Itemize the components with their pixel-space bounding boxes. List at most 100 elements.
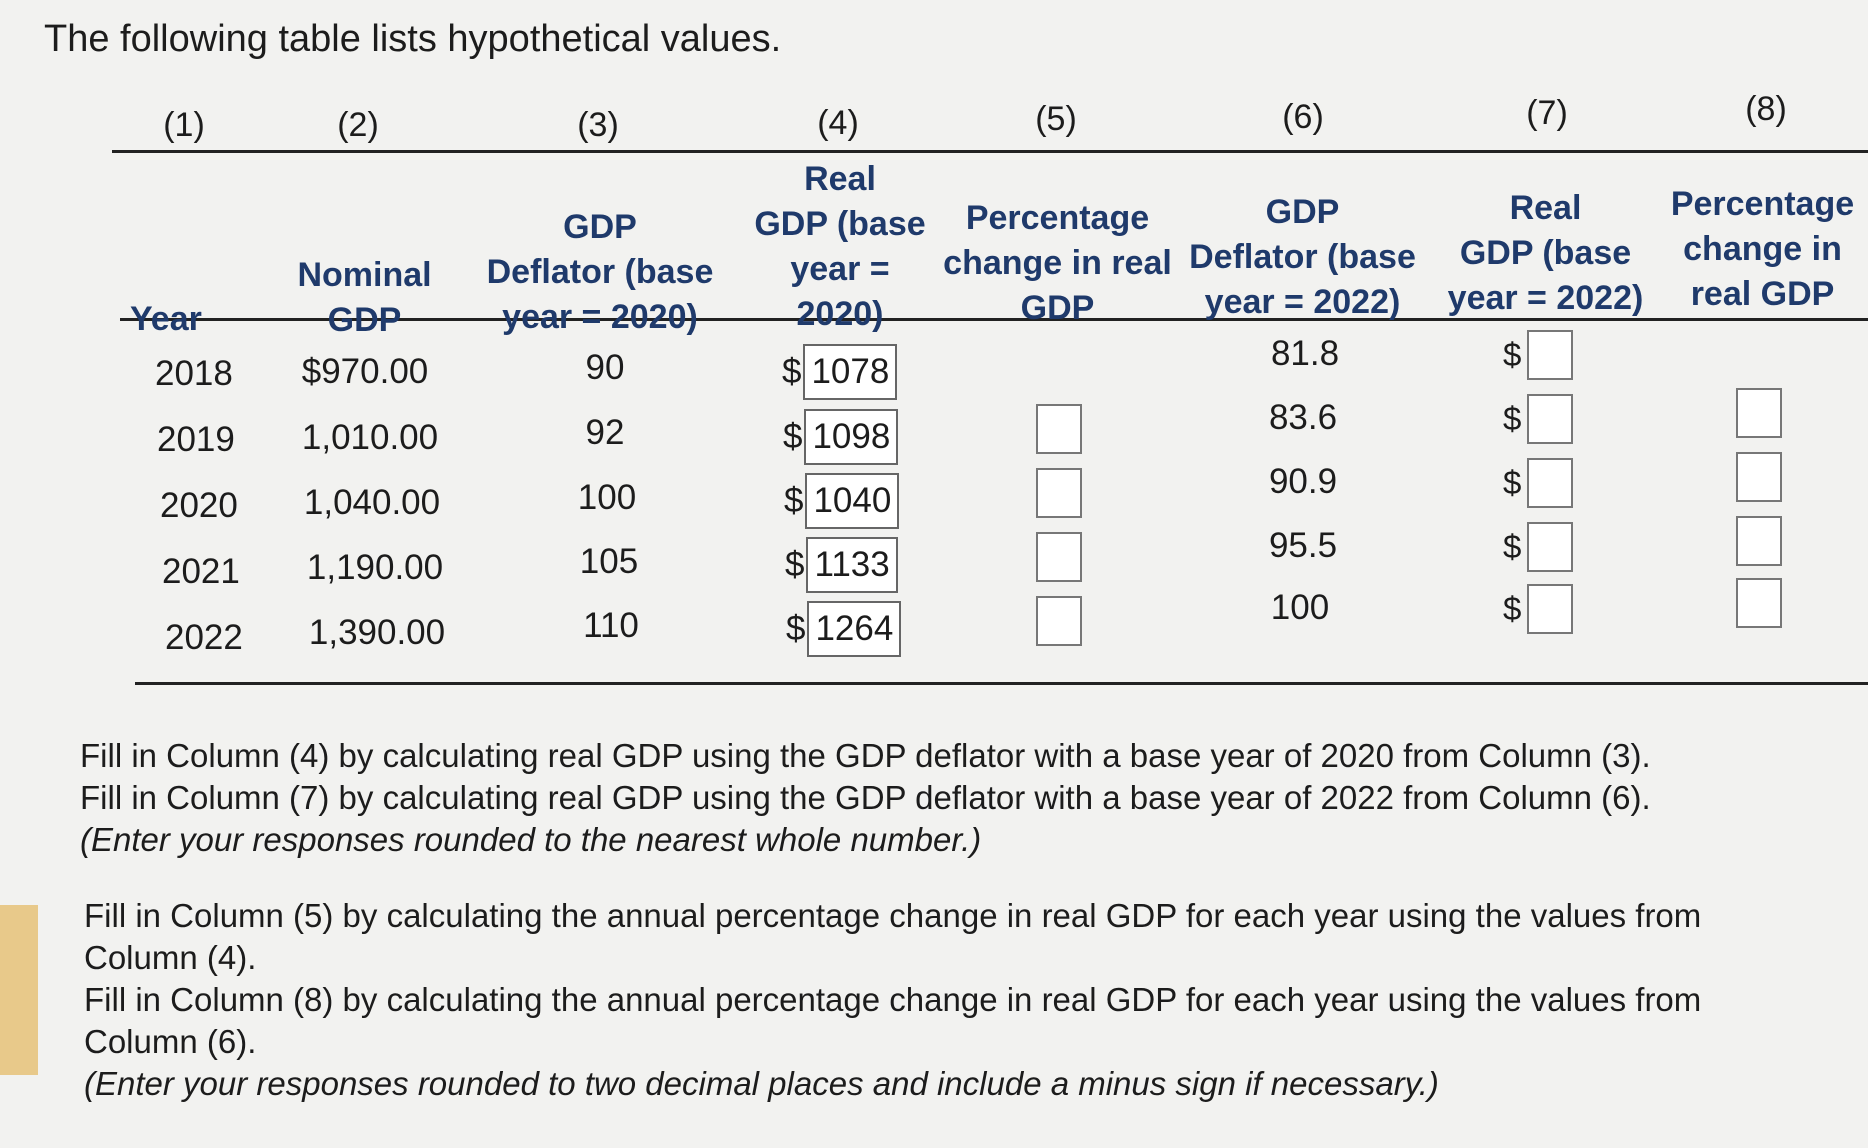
- real-gdp-2020-input[interactable]: 1040: [805, 473, 900, 529]
- header-line: Deflator (base: [1189, 238, 1416, 276]
- header-line: Percentage: [965, 199, 1150, 237]
- table-bottom-rule: [135, 682, 1868, 685]
- real-gdp-2020-field: $ 1040: [784, 473, 900, 529]
- column-number-1: (1): [163, 106, 205, 144]
- pct-change-4-input[interactable]: [1036, 596, 1082, 646]
- header-line: year = 2022): [1204, 283, 1401, 321]
- pct-change-6-input[interactable]: [1736, 516, 1782, 566]
- column-number-6: (6): [1282, 98, 1324, 136]
- table-top-rule: [112, 150, 1868, 153]
- instructions-block-2: Fill in Column (5) by calculating the an…: [84, 895, 1824, 1105]
- currency-symbol: $: [786, 609, 806, 648]
- real-gdp-2020-input[interactable]: 1098: [804, 409, 899, 465]
- instruction-line: Fill in Column (7) by calculating real G…: [80, 779, 1651, 816]
- header-line: GDP (base: [1459, 234, 1632, 272]
- year-cell: 2020: [160, 486, 238, 525]
- header-nominal-gdp: Nominal GDP: [272, 253, 457, 343]
- year-cell: 2019: [157, 420, 235, 459]
- currency-symbol: $: [784, 481, 804, 520]
- nominal-gdp-cell: 1,040.00: [303, 483, 441, 522]
- intro-text: The following table lists hypothetical v…: [44, 18, 782, 60]
- header-pct-change-6: Percentage change in real GDP: [1660, 182, 1865, 317]
- header-pct-change-4: Percentage change in real GDP: [935, 196, 1180, 331]
- real-gdp-2022-input[interactable]: [1527, 458, 1573, 508]
- currency-symbol: $: [785, 545, 805, 584]
- pct-change-4-input[interactable]: [1036, 468, 1082, 518]
- header-real-gdp-2020: Real GDP (base year = 2020): [740, 157, 940, 337]
- real-gdp-2020-input[interactable]: 1078: [803, 344, 898, 400]
- deflator-2020-cell: 100: [577, 478, 637, 517]
- year-cell: 2018: [155, 354, 233, 393]
- header-line: year =: [790, 250, 890, 288]
- deflator-2020-cell: 90: [585, 348, 625, 387]
- pct-change-6-input[interactable]: [1736, 578, 1782, 628]
- instruction-line: Column (6).: [84, 1023, 257, 1060]
- instruction-line: Fill in Column (4) by calculating real G…: [80, 737, 1651, 774]
- pct-change-6-input[interactable]: [1736, 452, 1782, 502]
- instruction-note: (Enter your responses rounded to two dec…: [84, 1065, 1439, 1102]
- real-gdp-2022-input[interactable]: [1527, 522, 1573, 572]
- real-gdp-2022-input[interactable]: [1527, 330, 1573, 380]
- year-cell: 2021: [162, 552, 240, 591]
- header-line: 2020): [796, 295, 884, 333]
- real-gdp-2020-field: $ 1078: [782, 344, 898, 400]
- header-line: GDP: [563, 208, 637, 246]
- header-line: GDP: [327, 301, 402, 339]
- deflator-2020-cell: 92: [585, 413, 625, 452]
- header-deflator-2020: GDP Deflator (base year = 2020): [470, 205, 730, 340]
- currency-symbol: $: [1503, 528, 1522, 565]
- header-line: Percentage: [1670, 185, 1855, 223]
- header-line: year = 2020): [502, 298, 698, 336]
- currency-symbol: $: [782, 352, 802, 391]
- instruction-line: Fill in Column (8) by calculating the an…: [84, 981, 1702, 1018]
- nominal-gdp-cell: 1,390.00: [308, 613, 446, 652]
- nominal-gdp-cell: 1,190.00: [306, 548, 444, 587]
- pct-change-4-input[interactable]: [1036, 404, 1082, 454]
- header-line: GDP: [1265, 193, 1340, 231]
- deflator-2020-cell: 110: [583, 606, 639, 645]
- deflator-2022-cell: 95.5: [1268, 526, 1338, 565]
- year-cell: 2022: [165, 618, 243, 657]
- header-real-gdp-2022: Real GDP (base year = 2022): [1438, 186, 1653, 321]
- deflator-2020-cell: 105: [579, 542, 639, 581]
- currency-symbol: $: [783, 417, 803, 456]
- pct-change-4-input[interactable]: [1036, 532, 1082, 582]
- header-year-label: Year: [130, 300, 202, 338]
- header-line: year = 2022): [1447, 279, 1644, 317]
- real-gdp-2020-input[interactable]: 1133: [806, 537, 898, 593]
- header-line: change in real: [943, 244, 1172, 282]
- instructions-block-1: Fill in Column (4) by calculating real G…: [80, 735, 1820, 861]
- header-line: real GDP: [1690, 275, 1835, 313]
- deflator-2022-cell: 100: [1270, 588, 1330, 627]
- deflator-2022-cell: 90.9: [1268, 462, 1338, 501]
- real-gdp-2020-field: $ 1133: [785, 537, 898, 593]
- header-line: change in: [1683, 230, 1842, 268]
- header-line: Deflator (base: [486, 253, 714, 291]
- real-gdp-2020-field: $ 1098: [783, 409, 899, 465]
- column-number-3: (3): [577, 106, 619, 144]
- column-number-4: (4): [817, 104, 859, 142]
- header-line: GDP (base: [754, 205, 926, 243]
- currency-symbol: $: [1503, 590, 1522, 627]
- header-line: GDP: [1020, 289, 1095, 327]
- page-edge-highlight: [0, 905, 38, 1075]
- pct-change-6-input[interactable]: [1736, 388, 1782, 438]
- currency-symbol: $: [1503, 336, 1522, 373]
- nominal-gdp-cell: 1,010.00: [301, 418, 439, 457]
- instruction-note: (Enter your responses rounded to the nea…: [80, 821, 982, 858]
- header-line: Nominal: [297, 256, 432, 294]
- real-gdp-2020-field: $ 1264: [786, 601, 902, 657]
- column-number-5: (5): [1035, 100, 1077, 138]
- header-line: Real: [1509, 189, 1582, 227]
- header-line: Real: [804, 160, 876, 198]
- column-number-7: (7): [1526, 94, 1568, 132]
- nominal-gdp-cell: $970.00: [301, 352, 429, 391]
- real-gdp-2022-input[interactable]: [1527, 584, 1573, 634]
- header-year: Year: [130, 297, 260, 342]
- column-number-2: (2): [337, 106, 379, 144]
- real-gdp-2022-input[interactable]: [1527, 394, 1573, 444]
- deflator-2022-cell: 83.6: [1268, 398, 1338, 437]
- real-gdp-2020-input[interactable]: 1264: [807, 601, 902, 657]
- header-deflator-2022: GDP Deflator (base year = 2022): [1185, 190, 1420, 325]
- instruction-line: Column (4).: [84, 939, 257, 976]
